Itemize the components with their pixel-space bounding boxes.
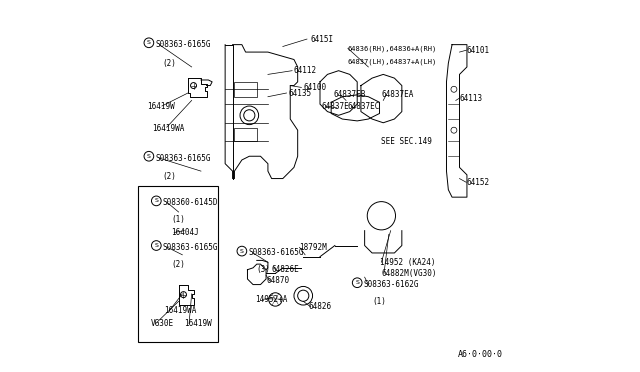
Bar [234,82,257,97]
Text: A6·0·00·0: A6·0·00·0 [458,350,502,359]
Text: 64837(LH),64837+A(LH): 64837(LH),64837+A(LH) [348,58,437,65]
Text: 16419WA: 16419WA [152,124,185,133]
Text: (3): (3) [257,265,271,274]
Text: 64882M(VG30): 64882M(VG30) [381,269,437,278]
Text: S: S [154,243,158,248]
Text: 64135: 64135 [289,89,312,97]
Text: VG30E: VG30E [151,319,174,328]
Text: 64152: 64152 [467,178,490,187]
Text: 64837EB: 64837EB [333,90,365,99]
Text: 64826: 64826 [309,302,332,311]
Text: (1): (1) [172,215,185,224]
Text: 6415I: 6415I [310,35,334,44]
Text: S08363-6162G: S08363-6162G [364,280,419,289]
Text: S08363-6165G: S08363-6165G [156,40,211,49]
Text: S: S [147,40,151,45]
Bar [138,186,218,342]
Text: 64836(RH),64836+A(RH): 64836(RH),64836+A(RH) [348,45,437,52]
Text: S: S [240,248,244,254]
Text: (2): (2) [162,59,176,68]
Text: 16419W: 16419W [147,102,175,110]
Text: S08363-6165G: S08363-6165G [163,243,218,252]
Text: 64101: 64101 [467,46,490,55]
Text: 14952 (KA24): 14952 (KA24) [380,258,435,267]
Text: (2): (2) [172,260,185,269]
Text: 16419WA: 16419WA [164,306,196,315]
Text: SEE SEC.149: SEE SEC.149 [381,137,432,146]
Text: S: S [355,280,359,285]
Text: 64100: 64100 [303,83,326,92]
Text: 14952+A: 14952+A [255,295,287,304]
Text: 64837EC: 64837EC [347,102,380,110]
Text: 16419W: 16419W [184,319,212,328]
Text: 64112: 64112 [294,66,317,75]
Text: 64837E: 64837E [322,102,349,110]
Text: 64826E: 64826E [271,265,300,274]
Text: 64870: 64870 [266,276,289,285]
Text: 64113: 64113 [460,94,483,103]
Text: S08363-6165G: S08363-6165G [248,248,304,257]
Text: S: S [147,154,151,159]
Text: (1): (1) [372,297,386,306]
Text: 16404J: 16404J [172,228,199,237]
Text: S08360-6145D: S08360-6145D [163,198,218,207]
Text: S: S [154,198,158,203]
Text: S08363-6165G: S08363-6165G [156,154,211,163]
Text: (2): (2) [162,172,176,181]
Text: 64837EA: 64837EA [381,90,413,99]
Text: 18792M: 18792M [300,243,327,252]
Bar [234,128,257,141]
